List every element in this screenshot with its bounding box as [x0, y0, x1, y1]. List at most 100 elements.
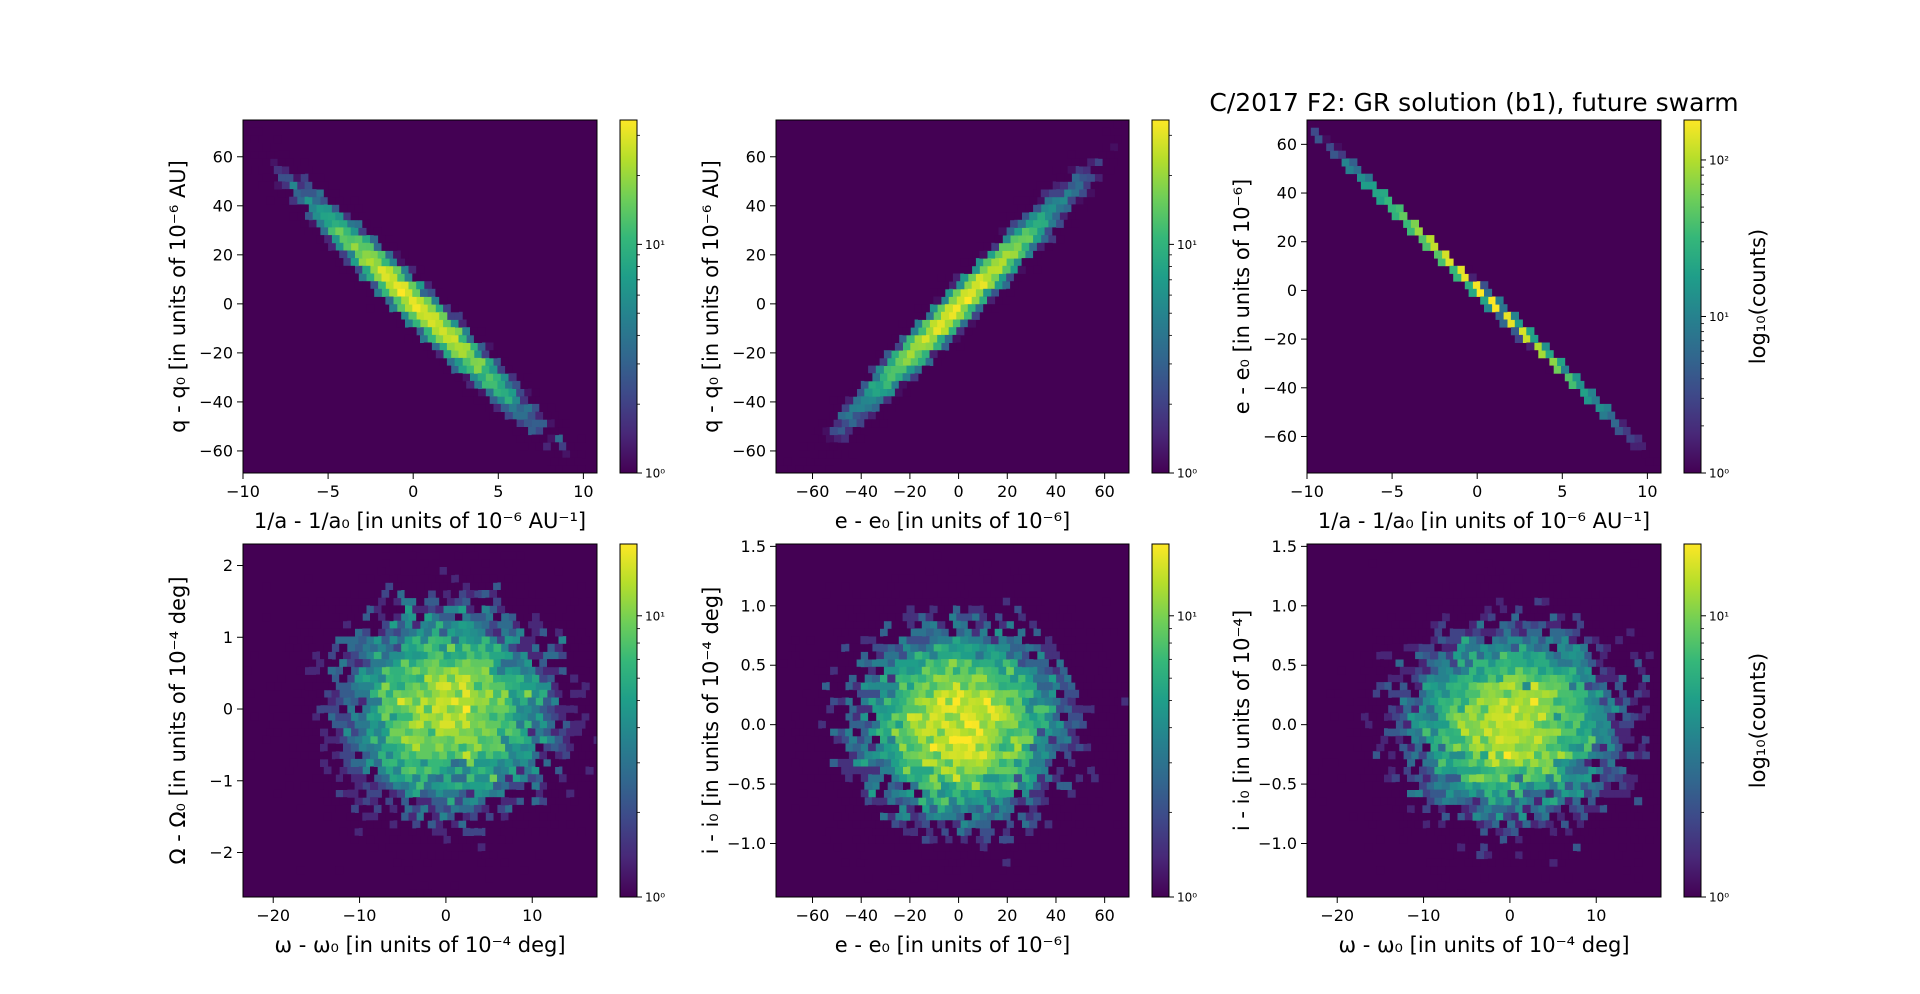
hexbin-cell: [554, 434, 563, 443]
hexbin-cell: [887, 357, 896, 366]
hexbin-cell: [477, 827, 486, 836]
hexbin-cell: [489, 411, 498, 420]
hexbin-cell: [1591, 620, 1600, 629]
hexbin-cell: [971, 843, 980, 852]
colorbar-gradient: [1151, 119, 1170, 474]
hexbin-cell: [1345, 651, 1354, 660]
hexbin-cell: [1507, 851, 1516, 860]
hexbin-cell: [967, 304, 976, 313]
hexbin-cell: [921, 743, 930, 752]
hexbin-cell: [1534, 628, 1543, 637]
hexbin-cell: [1576, 712, 1585, 721]
hexbin-cell: [446, 812, 455, 821]
hexbin-cell: [393, 812, 402, 821]
hexbin-cell: [1595, 781, 1604, 790]
hexbin-cell: [481, 365, 490, 374]
hexbin-cell: [860, 697, 869, 706]
hexbin-cell: [1449, 812, 1458, 821]
hexbin-cell: [1530, 682, 1539, 691]
hexbin-cell: [350, 666, 359, 675]
x-tick-label: 0: [1472, 482, 1482, 501]
hexbin-cell: [335, 712, 344, 721]
hexbin-cell: [1059, 712, 1068, 721]
hexbin-cell: [1584, 590, 1593, 599]
hexbin-cell: [481, 559, 490, 568]
hexbin-cell: [848, 751, 857, 760]
hexbin-cell: [547, 751, 556, 760]
hexbin-cell: [910, 751, 919, 760]
hexbin-cell: [1002, 659, 1011, 668]
y-axis-label: q - q₀ [in units of 10⁻⁶ AU]: [166, 160, 190, 433]
hexbin-cell: [396, 574, 405, 583]
hexbin-cell: [1372, 766, 1381, 775]
hexbin-cell: [1368, 697, 1377, 706]
hexbin-cell: [435, 620, 444, 629]
hexbin-cell: [396, 273, 405, 282]
hexbin-cell: [906, 636, 915, 645]
hexbin-cell: [1534, 843, 1543, 852]
hexbin-cell: [523, 403, 532, 412]
hexbin-cell: [1033, 235, 1042, 244]
hexbin-cell: [1384, 196, 1393, 205]
hexbin-cell: [358, 697, 367, 706]
hexbin-cell: [1449, 689, 1458, 698]
hexbin-cell: [967, 666, 976, 675]
hexbin-cell: [868, 411, 877, 420]
hexbin-cell: [323, 812, 332, 821]
hexbin-cell: [1403, 751, 1412, 760]
hexbin-cell: [323, 689, 332, 698]
hexbin-cell: [1380, 705, 1389, 714]
hexbin-cell: [1484, 758, 1493, 767]
hexbin-cell: [983, 242, 992, 251]
hexbin-cell: [497, 774, 506, 783]
hexbin-cell: [1580, 766, 1589, 775]
hexbin-cell: [990, 258, 999, 267]
hexbin-cell: [1499, 758, 1508, 767]
hexbin-cell: [393, 296, 402, 305]
hexbin-cell: [871, 373, 880, 382]
hexbin-cell: [952, 288, 961, 297]
hexbin-cell: [960, 620, 969, 629]
hexbin-cell: [566, 774, 575, 783]
hexbin-cell: [1622, 804, 1631, 813]
hexbin-cell: [254, 143, 263, 152]
hexbin-cell: [910, 674, 919, 683]
hexbin-cell: [439, 689, 448, 698]
subplot-bottom-middle: −60 −40 −20 0 20 40 60−1.0−0.50.00.51.01.5e - …: [699, 537, 1197, 957]
hexbin-cell: [1472, 735, 1481, 744]
hexbin-cell: [489, 804, 498, 813]
hexbin-cell: [1657, 735, 1661, 744]
hexbin-cell: [547, 781, 556, 790]
hexbin-cell: [1403, 643, 1412, 652]
hexbin-cell: [289, 196, 298, 205]
hexbin-cell: [822, 666, 831, 675]
hexbin-cell: [1430, 758, 1439, 767]
hexbin-cell: [516, 388, 525, 397]
hexbin-cell: [423, 674, 432, 683]
hexbin-cell: [420, 774, 429, 783]
hexbin-cell: [408, 735, 417, 744]
hexbin-cell: [443, 304, 452, 313]
hexbin-cell: [477, 812, 486, 821]
hexbin-cell: [458, 590, 467, 599]
hexbin-cell: [1580, 735, 1589, 744]
hexbin-cell: [964, 296, 973, 305]
hexbin-cell: [1033, 812, 1042, 821]
hexbin-cell: [346, 705, 355, 714]
hexbin-cell: [833, 689, 842, 698]
hexbin-cell: [339, 250, 348, 259]
hexbin-cell: [1067, 682, 1076, 691]
hexbin-cell: [277, 674, 286, 683]
hexbin-cell: [910, 827, 919, 836]
hexbin-cell: [1403, 812, 1412, 821]
hexbin-cell: [1090, 181, 1099, 190]
hexbin-cell: [1514, 774, 1523, 783]
hexbin-cell: [914, 758, 923, 767]
hexbin-cell: [593, 465, 597, 473]
hexbin-cell: [1314, 135, 1323, 144]
hexbin-cell: [1491, 304, 1500, 313]
hexbin-cell: [902, 342, 911, 351]
hexbin-cell: [1349, 158, 1358, 167]
hexbin-cell: [864, 812, 873, 821]
hexbin-cell: [941, 766, 950, 775]
